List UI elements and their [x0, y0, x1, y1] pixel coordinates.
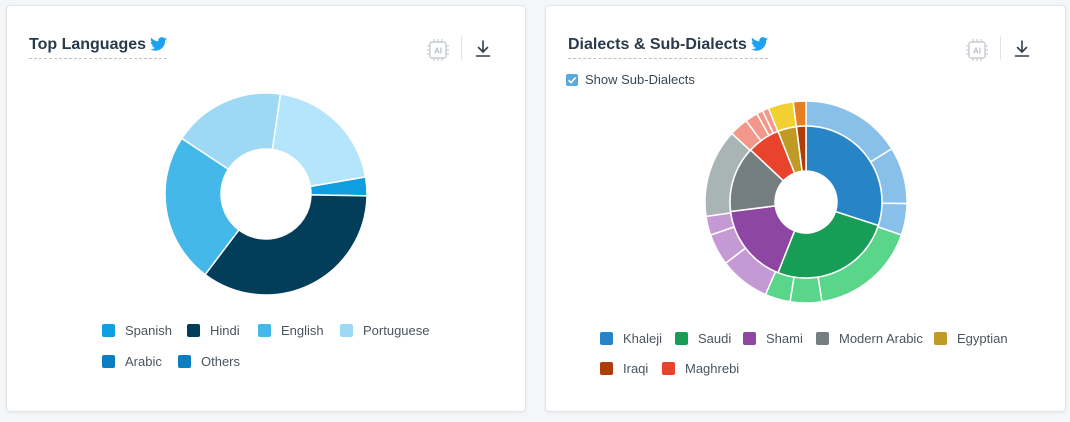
- twitter-bird-icon: [750, 37, 768, 56]
- ai-chip-label: AI: [434, 47, 442, 56]
- checkbox-check-icon[interactable]: [566, 74, 578, 86]
- header-divider: [461, 36, 462, 60]
- dialect-legend-item-egyptian[interactable]: Egyptian: [934, 331, 1008, 346]
- dialect-legend-label-maghrebi: Maghrebi: [685, 361, 740, 376]
- dialect-legend-label-shami: Shami: [766, 331, 803, 346]
- language-legend-item-arabic[interactable]: Arabic: [102, 354, 162, 369]
- dialect-legend-swatch-maghrebi: [662, 362, 675, 375]
- language-slice-hindi-1[interactable]: [204, 194, 368, 296]
- language-legend-swatch-hindi: [187, 324, 200, 337]
- dialect-legend-label-khaleji: Khaleji: [623, 331, 663, 346]
- language-legend-item-hindi[interactable]: Hindi: [187, 323, 240, 338]
- language-legend-label-hindi: Hindi: [210, 323, 240, 338]
- ai-chip-icon[interactable]: AI: [426, 38, 450, 67]
- dialect-legend-label-iraqi: Iraqi: [623, 361, 649, 376]
- dialect-legend-item-saudi[interactable]: Saudi: [675, 331, 731, 346]
- dialect-legend-item-modern-arabic[interactable]: Modern Arabic: [816, 331, 923, 346]
- language-legend-swatch-arabic: [102, 355, 115, 368]
- language-slice-others-5[interactable]: [271, 93, 367, 188]
- language-legend-label-english: English: [281, 323, 324, 338]
- show-sub-dialects-label: Show Sub-Dialects: [585, 72, 695, 87]
- language-legend-label-portuguese: Portuguese: [363, 323, 430, 338]
- download-icon[interactable]: [1014, 40, 1030, 63]
- language-legend-swatch-portuguese: [340, 324, 353, 337]
- language-legend-item-english[interactable]: English: [258, 323, 324, 338]
- dialect-legend-item-iraqi[interactable]: Iraqi: [600, 361, 648, 376]
- language-legend-swatch-others: [178, 355, 191, 368]
- dialect-legend-swatch-modern-arabic: [816, 332, 829, 345]
- language-legend-item-spanish[interactable]: Spanish: [102, 323, 172, 338]
- dialect-legend-swatch-egyptian: [934, 332, 947, 345]
- dialect-legend-item-shami[interactable]: Shami: [743, 331, 803, 346]
- dialect-slice-iraqi-6[interactable]: [795, 125, 807, 173]
- dialects-title: Dialects & Sub-Dialects: [568, 36, 768, 59]
- dialects-donut-chart: [704, 100, 908, 304]
- dialects-title-text: Dialects & Sub-Dialects: [568, 36, 747, 53]
- language-legend-label-arabic: Arabic: [125, 354, 162, 369]
- top-languages-title: Top Languages: [29, 36, 168, 59]
- dialect-legend-item-khaleji[interactable]: Khaleji: [600, 331, 662, 346]
- dialect-legend-label-saudi: Saudi: [698, 331, 732, 346]
- language-legend-item-others[interactable]: Others: [178, 354, 240, 369]
- language-legend-item-portuguese[interactable]: Portuguese: [340, 323, 430, 338]
- language-legend-label-others: Others: [201, 354, 241, 369]
- language-legend-label-spanish: Spanish: [125, 323, 172, 338]
- ai-chip-label: AI: [973, 47, 981, 56]
- header-divider: [1000, 36, 1001, 60]
- dialect-legend-swatch-khaleji: [600, 332, 613, 345]
- dialect-legend-label-modern-arabic: Modern Arabic: [839, 331, 923, 346]
- dialect-legend-swatch-saudi: [675, 332, 688, 345]
- dialect-legend-item-maghrebi[interactable]: Maghrebi: [662, 361, 739, 376]
- twitter-bird-icon: [150, 37, 167, 56]
- top-languages-card: Top Languages AI Spanish Hindi English Port…: [6, 5, 526, 412]
- language-legend-swatch-spanish: [102, 324, 115, 337]
- show-sub-dialects-checkbox[interactable]: Show Sub-Dialects: [566, 72, 695, 87]
- download-icon[interactable]: [475, 40, 491, 63]
- dialect-slice-khaleji-0[interactable]: [805, 125, 883, 227]
- dialect-slice-saudi-1[interactable]: [777, 210, 880, 279]
- top-languages-title-text: Top Languages: [29, 36, 147, 53]
- top-languages-donut-chart: [164, 92, 368, 296]
- ai-chip-icon[interactable]: AI: [965, 38, 989, 67]
- language-legend-swatch-english: [258, 324, 271, 337]
- dialects-card: Dialects & Sub-Dialects Show Sub-Dialect…: [545, 5, 1066, 412]
- language-slice-english-2[interactable]: [164, 137, 240, 276]
- dialect-legend-swatch-iraqi: [600, 362, 613, 375]
- dialect-legend-label-egyptian: Egyptian: [957, 331, 1008, 346]
- sub-dialect-slice-saudi-4[interactable]: [789, 276, 823, 304]
- dialect-legend-swatch-shami: [743, 332, 756, 345]
